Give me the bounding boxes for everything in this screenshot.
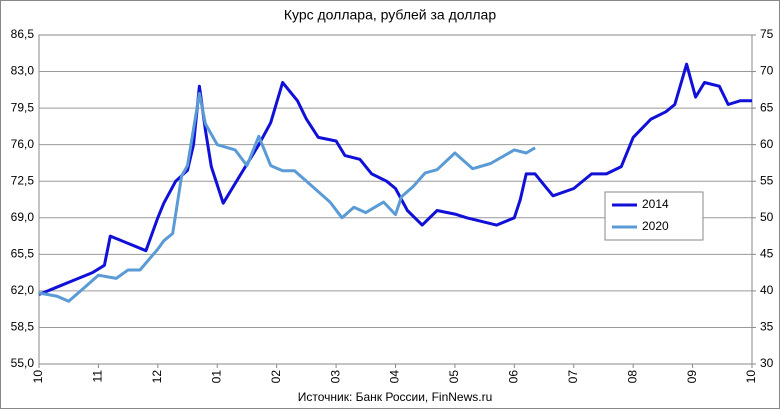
x-tick-label: 06 <box>507 370 521 384</box>
x-tick-label: 05 <box>447 370 461 384</box>
y-tick-label: 86,5 <box>11 27 35 41</box>
y-tick-label: 79,5 <box>11 100 35 114</box>
legend-box <box>604 191 704 241</box>
y-tick-label: 76,0 <box>11 137 35 151</box>
legend-label: 2014 <box>642 197 669 211</box>
y2-tick-label: 30 <box>760 356 774 370</box>
series-line <box>38 92 536 303</box>
y2-tick-label: 60 <box>760 137 774 151</box>
y-tick-label: 72,5 <box>11 173 35 187</box>
x-tick-label: 08 <box>625 370 639 384</box>
legend-label: 2020 <box>642 219 669 233</box>
y2-tick-label: 70 <box>760 64 774 78</box>
y-tick-label: 58,5 <box>11 320 35 334</box>
y2-tick-label: 45 <box>760 247 774 261</box>
chart-title: Курс доллара, рублей за доллар <box>284 7 497 23</box>
y-tick-label: 65,5 <box>11 247 35 261</box>
x-tick-label: 07 <box>566 370 580 384</box>
y-tick-label: 55,0 <box>11 356 35 370</box>
source-note: Источник: Банк России, FinNews.ru <box>298 390 493 404</box>
y2-tick-label: 55 <box>760 173 774 187</box>
x-tick-label: 03 <box>328 370 342 384</box>
x-tick-label: 12 <box>150 370 164 384</box>
y-tick-label: 62,0 <box>11 283 35 297</box>
x-tick-label: 02 <box>269 370 283 384</box>
x-tick-label: 09 <box>685 370 699 384</box>
x-tick-label: 10 <box>744 370 758 384</box>
x-tick-label: 04 <box>388 370 402 384</box>
y2-tick-label: 40 <box>760 283 774 297</box>
y-tick-label: 69,0 <box>11 210 35 224</box>
y2-tick-label: 35 <box>760 320 774 334</box>
y2-tick-label: 65 <box>760 100 774 114</box>
x-tick-label: 10 <box>31 370 45 384</box>
x-tick-label: 11 <box>91 370 105 383</box>
x-tick-label: 01 <box>209 370 223 384</box>
series-line <box>38 62 752 296</box>
y2-tick-label: 75 <box>760 27 774 41</box>
y2-tick-label: 50 <box>760 210 774 224</box>
y-tick-label: 83,0 <box>11 64 35 78</box>
